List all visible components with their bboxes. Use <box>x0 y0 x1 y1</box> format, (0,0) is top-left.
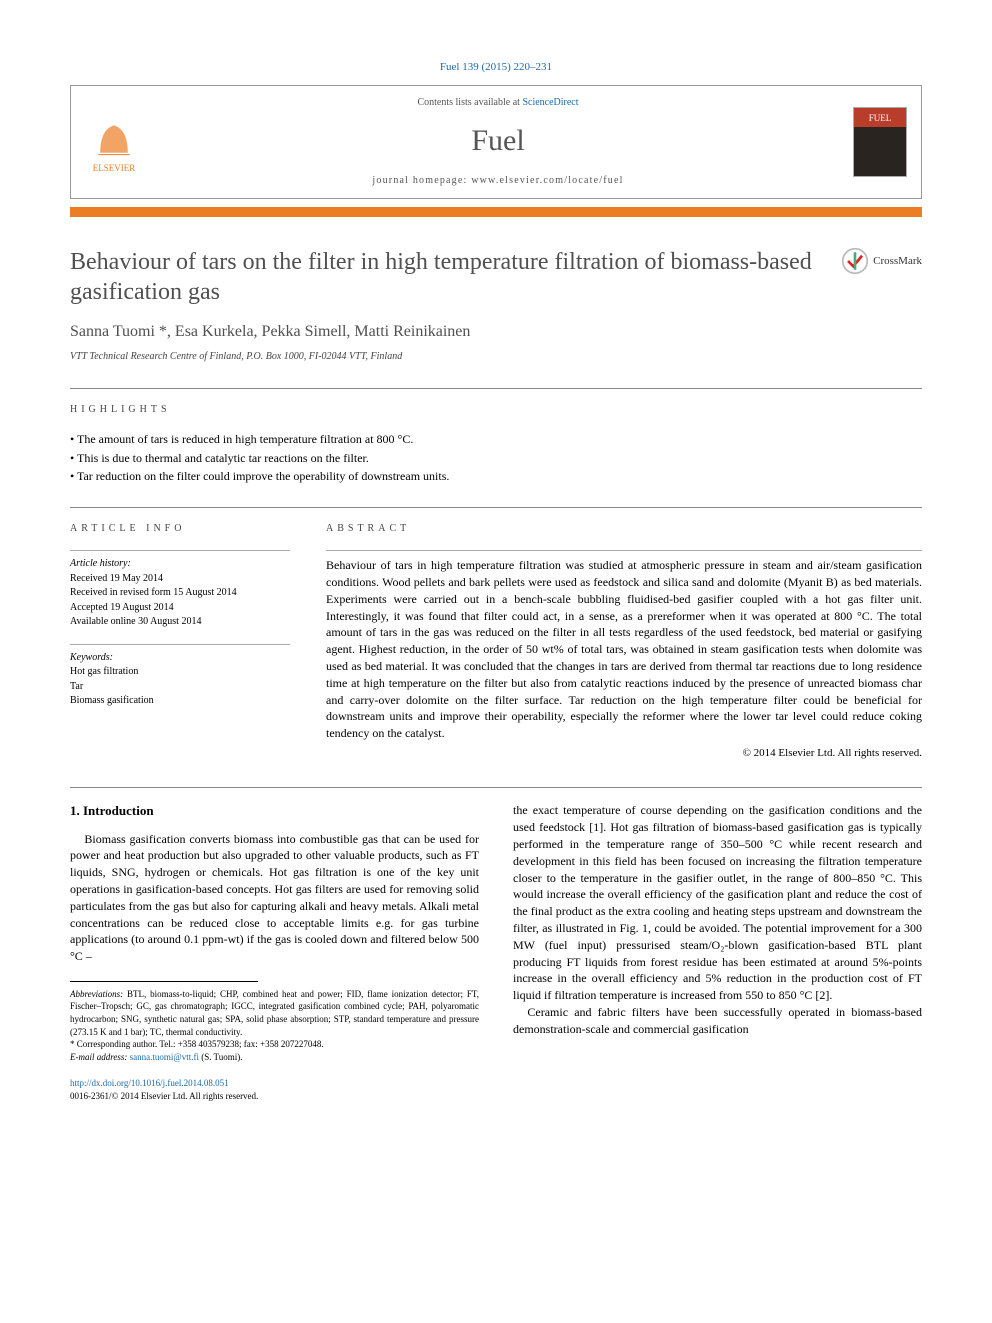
journal-header: ELSEVIER Contents lists available at Sci… <box>70 85 922 199</box>
intro-heading: 1. Introduction <box>70 802 479 820</box>
article-title: Behaviour of tars on the filter in high … <box>70 247 821 307</box>
rule <box>70 388 922 389</box>
citation-link[interactable]: Fuel 139 (2015) 220–231 <box>70 60 922 75</box>
elsevier-logo: ELSEVIER <box>85 110 143 174</box>
copyright: © 2014 Elsevier Ltd. All rights reserved… <box>326 746 922 761</box>
intro-para-cont: the exact temperature of course dependin… <box>513 802 922 1004</box>
rule <box>70 644 290 645</box>
highlight-item: This is due to thermal and catalytic tar… <box>70 450 922 467</box>
intro-para: Biomass gasification converts biomass in… <box>70 831 479 965</box>
article-info-label: ARTICLE INFO <box>70 522 290 536</box>
contents-line: Contents lists available at ScienceDirec… <box>143 96 853 110</box>
abstract-label: ABSTRACT <box>326 522 922 536</box>
header-center: Contents lists available at ScienceDirec… <box>143 96 853 188</box>
email-link[interactable]: sanna.tuomi@vtt.fi <box>130 1052 199 1062</box>
affiliation: VTT Technical Research Centre of Finland… <box>70 350 922 364</box>
homepage-line: journal homepage: www.elsevier.com/locat… <box>143 174 853 188</box>
doi-link[interactable]: http://dx.doi.org/10.1016/j.fuel.2014.08… <box>70 1078 229 1088</box>
article-history: Article history: Received 19 May 2014 Re… <box>70 557 290 630</box>
highlights-list: The amount of tars is reduced in high te… <box>70 431 922 485</box>
author-list: Sanna Tuomi *, Esa Kurkela, Pekka Simell… <box>70 321 922 343</box>
abstract-text: Behaviour of tars in high temperature fi… <box>326 557 922 742</box>
journal-name: Fuel <box>143 120 853 162</box>
rule <box>70 550 290 551</box>
rule <box>70 787 922 788</box>
doi-block: http://dx.doi.org/10.1016/j.fuel.2014.08… <box>70 1077 479 1102</box>
left-column: 1. Introduction Biomass gasification con… <box>70 802 479 1102</box>
footnotes: Abbreviations: BTL, biomass-to-liquid; C… <box>70 988 479 1064</box>
footnote-rule <box>70 981 258 982</box>
highlight-item: The amount of tars is reduced in high te… <box>70 431 922 448</box>
rule <box>326 550 922 551</box>
accent-bar <box>70 207 922 217</box>
intro-para-2: Ceramic and fabric filters have been suc… <box>513 1004 922 1038</box>
rule <box>70 507 922 508</box>
journal-cover-thumb: FUEL <box>853 107 907 177</box>
sciencedirect-link[interactable]: ScienceDirect <box>522 97 578 108</box>
highlight-item: Tar reduction on the filter could improv… <box>70 468 922 485</box>
crossmark-badge[interactable]: CrossMark <box>841 247 922 275</box>
homepage-url[interactable]: www.elsevier.com/locate/fuel <box>471 175 623 186</box>
right-column: the exact temperature of course dependin… <box>513 802 922 1102</box>
highlights-label: HIGHLIGHTS <box>70 403 922 417</box>
keywords-block: Keywords: Hot gas filtration Tar Biomass… <box>70 651 290 709</box>
